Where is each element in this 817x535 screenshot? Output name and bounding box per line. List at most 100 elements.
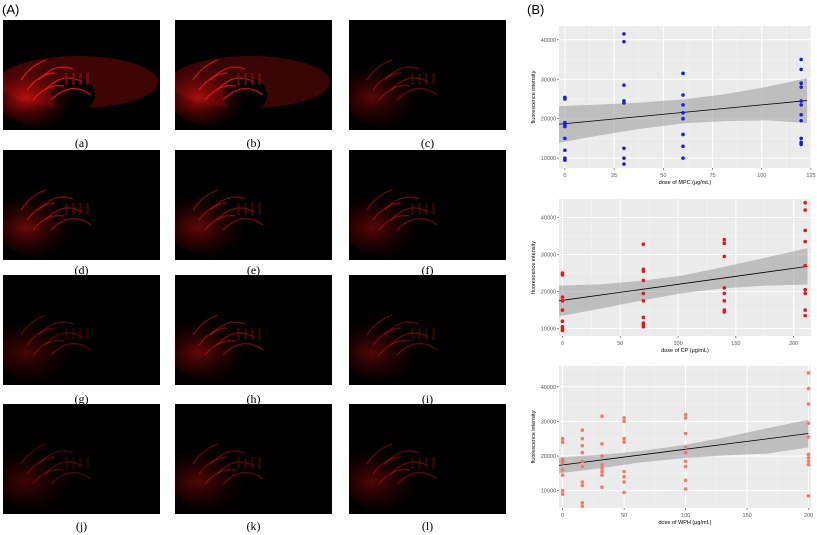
data-point [681,132,685,137]
y-axis-label: fluorescence intensity [531,241,537,294]
data-point [799,57,803,62]
data-point [683,416,688,420]
fluorescence-image [349,404,506,514]
data-point [799,112,803,117]
data-point [803,313,808,318]
image-caption: (e) [246,263,261,277]
y-tick-label: 20000 [541,454,556,460]
image-caption: (a) [74,136,89,150]
data-point [560,473,565,477]
data-point [600,442,604,446]
data-point [563,158,567,162]
data-point [600,462,604,467]
x-tick-label: 50 [660,173,666,179]
chart-mpc-svg: 0 25 50 75 100 125 10000 20000 30000 40000 dose of… [531,26,816,186]
data-point [580,459,585,464]
data-point [722,286,727,290]
data-point [681,156,685,160]
y-tick-label: 40000 [541,38,556,44]
fluorescence-image [3,150,160,260]
data-point [622,99,626,103]
data-point [806,402,811,406]
data-point [683,487,688,491]
x-tick-label: 25 [611,173,617,179]
zebrafish-fluorescence-picture [175,182,275,258]
data-point [806,435,811,439]
data-point [683,412,688,417]
zebrafish-fluorescence-picture [3,182,103,258]
zebrafish-fluorescence-picture [349,307,449,383]
x-tick-label: 200 [789,341,798,347]
fluorescence-image [175,150,332,260]
y-tick-label: 10000 [541,156,556,162]
data-point [580,464,585,469]
data-point [683,450,688,455]
data-point [803,263,808,268]
data-point [806,386,811,391]
data-point [622,162,626,166]
data-point [806,452,811,457]
data-point [681,71,685,76]
data-point [600,466,604,470]
data-point [799,81,803,85]
y-tick-label: 30000 [541,419,556,425]
data-point [683,431,688,436]
data-point [803,200,808,205]
image-caption: (d) [74,263,89,277]
data-point [806,455,811,460]
data-point [681,93,685,97]
chart-wph-svg: 0 50 100 150 200 10000 20000 30000 40000 dose of … [531,366,813,526]
fluorescence-image [175,20,332,130]
data-point [799,67,803,72]
data-point [683,459,688,464]
data-point [803,228,808,233]
data-point [563,124,567,129]
y-tick-label: 10000 [541,327,556,333]
data-point [563,97,567,101]
data-point [600,414,604,419]
data-point [799,103,803,107]
data-point [806,421,811,425]
data-point [799,142,803,147]
data-point [681,110,685,115]
data-point [622,469,626,474]
data-point [806,462,811,467]
regression-line [558,433,809,466]
data-point [803,208,808,212]
data-point [641,291,646,296]
data-point [622,39,626,44]
data-point [580,504,585,509]
x-tick-label: 200 [804,513,813,519]
fluorescence-image [349,275,506,385]
data-point [622,32,626,36]
zebrafish-fluorescence-picture [349,52,449,128]
data-point [560,295,565,299]
chart-wph: 0 50 100 150 200 10000 20000 30000 40000 dose of … [527,360,817,530]
confidence-band [559,248,808,317]
data-point [580,450,585,455]
data-point [641,315,646,320]
data-point [722,254,727,259]
data-point [563,136,567,141]
data-point [560,468,565,472]
zebrafish-fluorescence-picture [3,436,103,512]
x-tick-label: 125 [806,173,815,179]
data-point [600,473,604,477]
data-point [622,419,626,424]
data-point [799,99,803,103]
image-caption: (b) [246,136,261,150]
data-point [681,144,685,149]
x-axis-label: dose of CP (μg/mL) [661,348,709,354]
data-point [600,454,604,458]
chart-cp-svg: 0 50 100 150 200 10000 20000 30000 40000 dose of … [531,198,811,354]
y-tick-label: 20000 [541,117,556,123]
fluorescence-image [175,404,332,514]
data-point [580,501,585,505]
x-tick-label: 150 [731,341,740,347]
panel-a-label: (A) [2,2,20,17]
data-point [580,436,585,441]
zebrafish-fluorescence-picture [349,436,449,512]
data-point [560,461,565,465]
confidence-band [559,419,809,474]
data-point [622,436,626,441]
